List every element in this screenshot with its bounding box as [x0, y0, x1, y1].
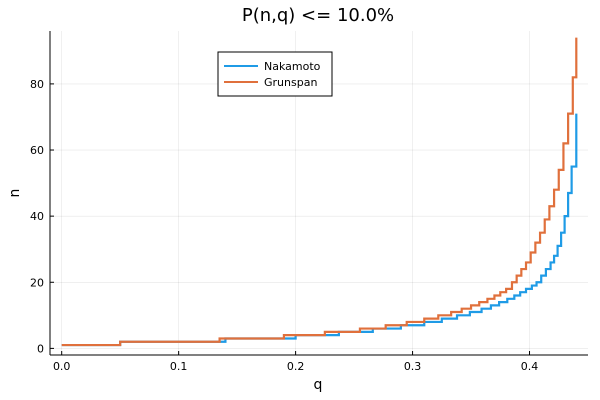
legend-label-grunspan: Grunspan [264, 76, 317, 89]
y-ticks: 0 20 40 60 80 [30, 78, 54, 355]
series-lines [61, 37, 578, 347]
y-tick-label: 0 [37, 342, 44, 355]
legend-label-nakamoto: Nakamoto [264, 60, 321, 73]
x-tick-label: 0.1 [170, 360, 188, 373]
legend-box [217, 51, 333, 97]
x-axis-label: q [314, 377, 323, 393]
x-tick-label: 0.4 [521, 360, 539, 373]
series-line-grunspan [61, 37, 578, 347]
series-line-nakamoto [61, 113, 578, 347]
y-tick-label: 20 [30, 276, 44, 289]
x-tick-label: 0.3 [404, 360, 422, 373]
y-tick-label: 60 [30, 144, 44, 157]
chart-title: P(n,q) <= 10.0% [242, 5, 394, 26]
plot-frame [49, 31, 588, 356]
y-axis-label: n [7, 189, 23, 198]
x-tick-label: 0.2 [287, 360, 305, 373]
x-ticks: 0.0 0.1 0.2 0.3 0.4 [53, 351, 538, 373]
legend: Nakamoto Grunspan [217, 51, 333, 97]
y-tick-label: 40 [30, 210, 44, 223]
y-tick-label: 80 [30, 78, 44, 91]
x-tick-label: 0.0 [53, 360, 71, 373]
